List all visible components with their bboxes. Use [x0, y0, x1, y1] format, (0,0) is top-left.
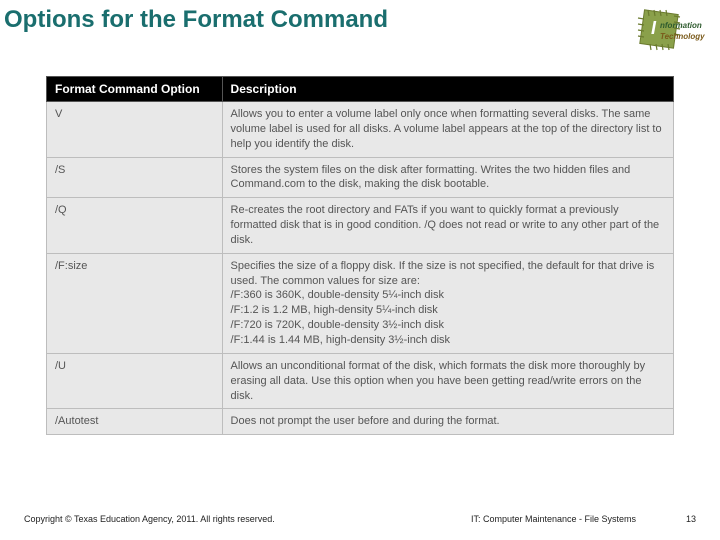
cell-option: /F:size: [47, 253, 223, 353]
cell-option: V: [47, 102, 223, 158]
cell-option: /Q: [47, 198, 223, 254]
table-container: Format Command Option Description VAllow…: [0, 58, 720, 435]
cell-description: Specifies the size of a floppy disk. If …: [222, 253, 673, 353]
page-number: 13: [686, 514, 696, 524]
cell-description: Does not prompt the user before and duri…: [222, 409, 673, 435]
cell-option: /S: [47, 157, 223, 198]
title-row: Options for the Format Command I nformat…: [0, 0, 720, 58]
cell-option: /Autotest: [47, 409, 223, 435]
table-header-row: Format Command Option Description: [47, 77, 674, 102]
logo-text-top: nformation: [660, 21, 702, 30]
page-title: Options for the Format Command: [4, 6, 634, 34]
table-row: /QRe-creates the root directory and FATs…: [47, 198, 674, 254]
logo-text-bottom: Technology: [660, 32, 705, 41]
format-options-table: Format Command Option Description VAllow…: [46, 76, 674, 435]
table-row: /AutotestDoes not prompt the user before…: [47, 409, 674, 435]
col-header-option: Format Command Option: [47, 77, 223, 102]
cell-option: /U: [47, 353, 223, 409]
chip-icon: I nformation Technology: [634, 6, 712, 58]
cell-description: Re-creates the root directory and FATs i…: [222, 198, 673, 254]
copyright-text: Copyright © Texas Education Agency, 2011…: [24, 514, 471, 524]
table-row: /UAllows an unconditional format of the …: [47, 353, 674, 409]
table-row: VAllows you to enter a volume label only…: [47, 102, 674, 158]
col-header-description: Description: [222, 77, 673, 102]
it-logo: I nformation Technology: [634, 6, 712, 58]
cell-description: Allows an unconditional format of the di…: [222, 353, 673, 409]
cell-description: Stores the system files on the disk afte…: [222, 157, 673, 198]
course-text: IT: Computer Maintenance - File Systems: [471, 514, 696, 524]
table-row: /SStores the system files on the disk af…: [47, 157, 674, 198]
footer: Copyright © Texas Education Agency, 2011…: [0, 514, 720, 524]
table-row: /F:sizeSpecifies the size of a floppy di…: [47, 253, 674, 353]
cell-description: Allows you to enter a volume label only …: [222, 102, 673, 158]
